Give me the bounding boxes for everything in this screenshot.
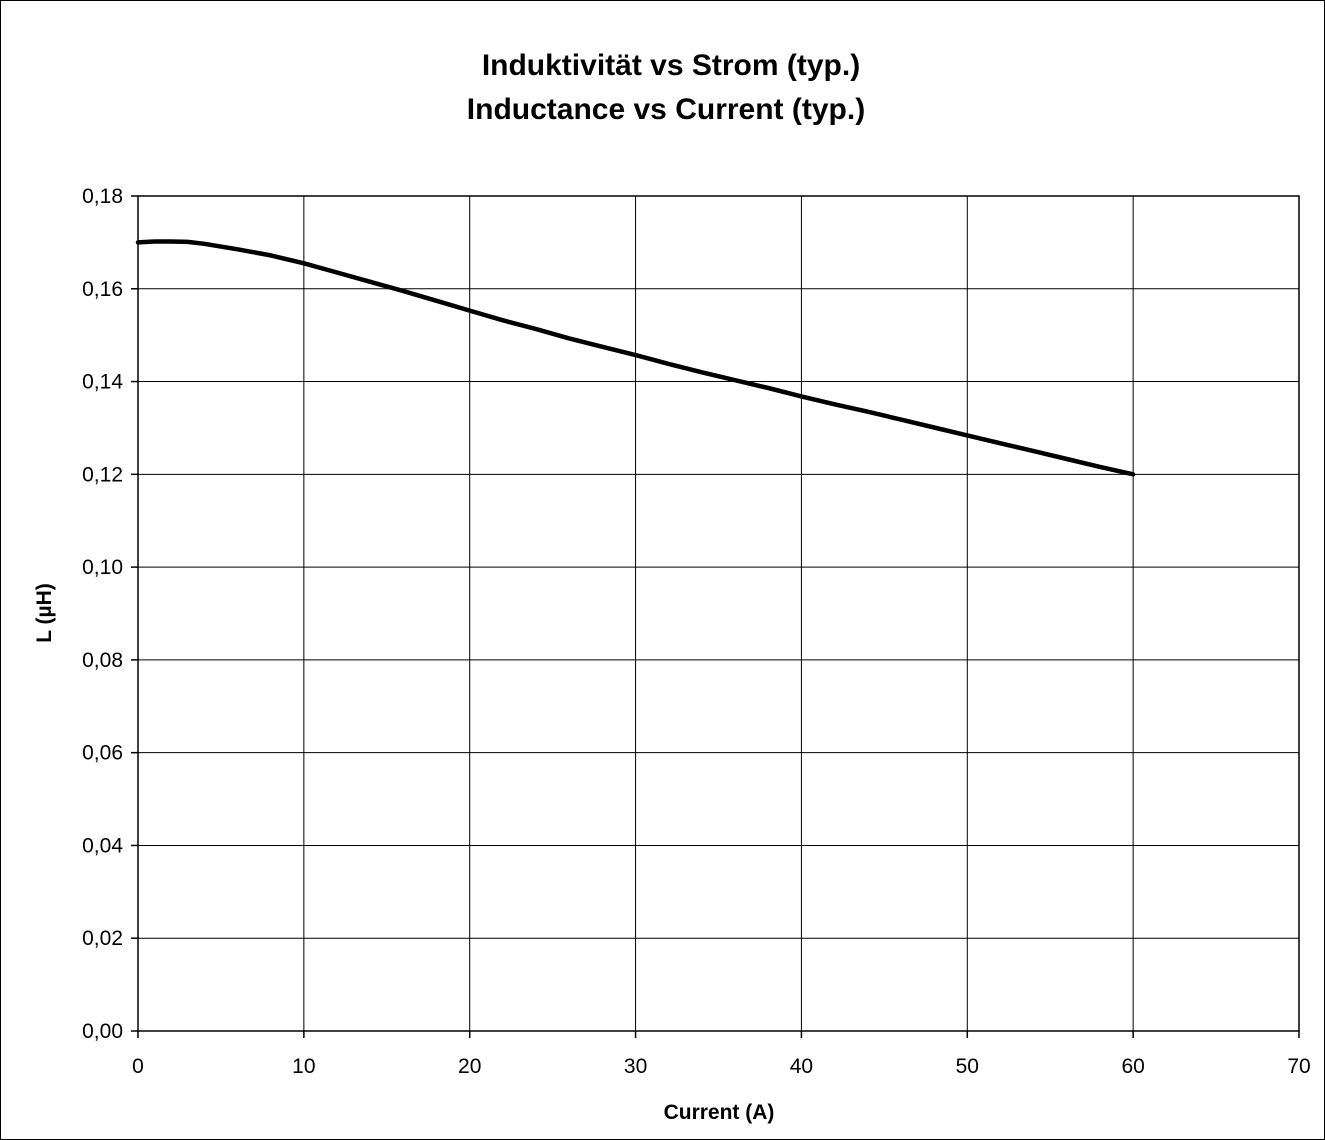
y-tick-label: 0,04	[82, 834, 123, 857]
grid	[138, 196, 1299, 1031]
x-axis-label: Current (A)	[664, 1101, 775, 1124]
y-tick-label: 0,18	[82, 185, 123, 208]
x-tick-label: 60	[1121, 1055, 1144, 1078]
x-tick-label: 10	[292, 1055, 315, 1078]
y-tick-label: 0,00	[82, 1020, 123, 1043]
x-tick-label: 50	[956, 1055, 979, 1078]
y-tick-label: 0,06	[82, 742, 123, 765]
series-layer	[135, 239, 1136, 477]
y-tick-label: 0,02	[82, 927, 123, 950]
x-tick-label: 40	[790, 1055, 813, 1078]
y-tick-label: 0,12	[82, 463, 123, 486]
series-line	[135, 239, 1136, 477]
chart-subtitle: Inductance vs Current (typ.)	[467, 93, 865, 126]
x-tick-label: 70	[1287, 1055, 1310, 1078]
y-tick-label: 0,10	[82, 556, 123, 579]
x-tick-label: 30	[624, 1055, 647, 1078]
chart-title: Induktivität vs Strom (typ.)	[482, 49, 860, 82]
x-tick-label: 20	[458, 1055, 481, 1078]
plot-area	[137, 195, 1300, 1032]
y-tick-label: 0,08	[82, 649, 123, 672]
y-tick-label: 0,16	[82, 278, 123, 301]
y-tick-label: 0,14	[82, 371, 123, 394]
axis-ticks: 0 10 20 30 40 50 60 70 0,00 0,02 0,04 0,06 0,08 0,10 0…	[82, 185, 1311, 1078]
x-tick-label: 0	[132, 1055, 144, 1078]
y-axis-label: L (µH)	[33, 583, 56, 643]
